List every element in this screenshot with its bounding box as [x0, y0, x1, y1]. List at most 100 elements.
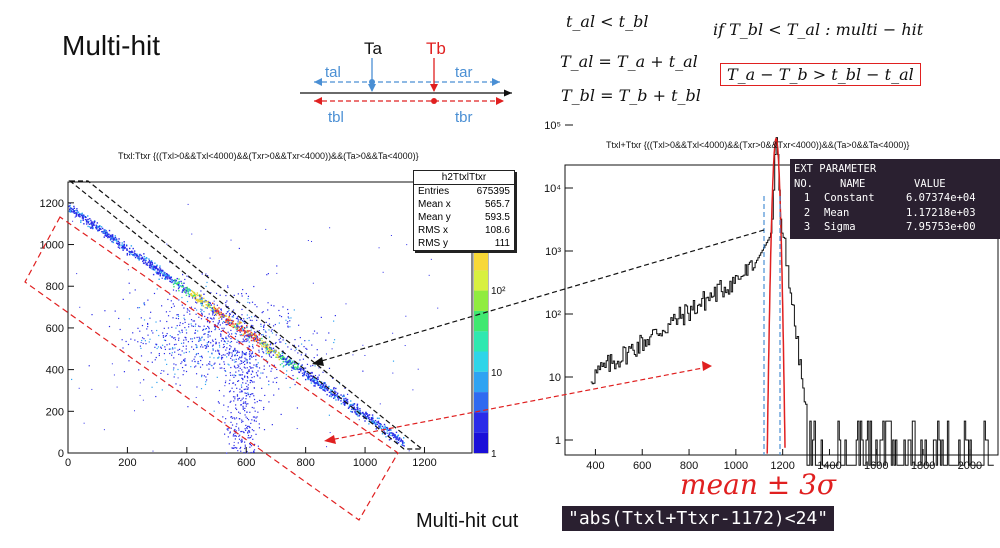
multi-hit-rule: if T_bl < T_al : multi − hit: [713, 20, 924, 39]
scatter-point: [199, 300, 201, 302]
scatter-point: [266, 344, 268, 346]
scatter-point: [235, 333, 237, 335]
scatter-point: [147, 360, 149, 363]
scatter-point: [263, 352, 265, 354]
scatter-point: [378, 247, 380, 249]
scatter-point: [121, 247, 123, 249]
scatter-point: [313, 380, 315, 382]
scatter-point: [342, 401, 344, 404]
scatter-point: [276, 265, 278, 267]
scatter-point: [218, 402, 220, 404]
scatter-point: [175, 317, 177, 319]
left-axis-ticks: 0 200 400 600 800 1000 12000200400600800100012…: [40, 198, 437, 469]
scatter-point: [252, 338, 255, 340]
scatter-point: [232, 374, 234, 376]
black-connector-arrowhead: [312, 357, 324, 366]
scatter-point: [344, 402, 346, 404]
scatter-point: [237, 326, 239, 328]
scatter-point: [268, 384, 270, 386]
scatter-point: [324, 382, 326, 384]
right-x-tick-label: 1000: [724, 460, 748, 472]
scatter-point: [390, 429, 392, 431]
scatter-point: [185, 287, 187, 289]
scatter-point: [225, 313, 227, 315]
scatter-point: [169, 293, 171, 295]
scatter-point: [267, 344, 270, 346]
scatter-point: [209, 361, 211, 363]
scatter-point: [231, 352, 233, 354]
scatter-point: [228, 314, 231, 316]
scatter-point: [247, 425, 249, 428]
scatter-point: [246, 452, 248, 454]
scatter-point: [327, 386, 330, 388]
scatter-point: [317, 383, 319, 385]
scatter-point: [90, 221, 93, 223]
scatter-point: [401, 444, 403, 446]
scatter-point: [352, 354, 354, 356]
scatter-point: [185, 337, 187, 339]
scatter-point: [282, 339, 284, 341]
scatter-point: [233, 417, 235, 419]
scatter-point: [148, 266, 151, 269]
scatter-point: [108, 233, 110, 236]
scatter-point: [125, 244, 128, 246]
scatter-point: [246, 372, 248, 374]
scatter-point: [253, 387, 256, 389]
scatter-point: [241, 398, 243, 400]
scatter-point: [223, 395, 225, 397]
scatter-point: [237, 442, 239, 444]
scatter-point: [320, 383, 322, 386]
scatter-point: [365, 412, 367, 415]
scatter-point: [175, 290, 177, 292]
scatter-point: [158, 352, 160, 355]
scatter-point: [152, 450, 154, 452]
scatter-point: [155, 321, 157, 323]
scatter-point: [190, 293, 192, 296]
scatter-point: [176, 277, 178, 280]
scatter-point: [234, 355, 236, 357]
scatter-point: [224, 433, 226, 435]
scatter-point: [216, 376, 218, 378]
scatter-point: [320, 316, 322, 319]
scatter-point: [159, 268, 162, 270]
scatter-point: [165, 276, 167, 279]
scatter-point: [284, 364, 286, 366]
scatter-point: [151, 386, 153, 388]
scatter-point: [251, 324, 253, 327]
scatter-point: [201, 314, 203, 316]
scatter-point: [154, 346, 156, 348]
scatter-point: [324, 386, 326, 388]
scatter-point: [240, 450, 242, 452]
scatter-point: [129, 247, 131, 250]
scatter-point: [390, 434, 392, 437]
scatter-point: [394, 436, 396, 438]
scatter-point: [211, 310, 213, 312]
scatter-point: [215, 292, 218, 295]
scatter-point: [244, 410, 246, 412]
scatter-point: [184, 358, 186, 360]
scatter-point: [358, 410, 361, 412]
stats-value: 111: [494, 238, 510, 249]
scatter-point: [247, 298, 249, 300]
scatter-point: [185, 351, 187, 353]
scatter-point: [214, 311, 216, 314]
scatter-point: [170, 300, 172, 302]
scatter-point: [197, 301, 199, 303]
scatter-point: [325, 339, 327, 341]
scatter-point: [218, 317, 220, 320]
scatter-point: [382, 271, 384, 273]
scatter-point: [236, 316, 239, 318]
scatter-point: [397, 435, 399, 437]
scatter-point: [213, 303, 215, 305]
scatter-point: [280, 341, 282, 343]
stats-label: RMS y: [418, 238, 448, 249]
scatter-point: [220, 309, 223, 311]
scatter-point: [379, 426, 381, 429]
scatter-point: [292, 367, 295, 369]
scatter-point: [403, 445, 405, 447]
scatter-point: [232, 433, 235, 435]
scatter-point: [249, 319, 251, 321]
scatter-point: [250, 422, 252, 424]
scatter-point: [190, 306, 193, 308]
